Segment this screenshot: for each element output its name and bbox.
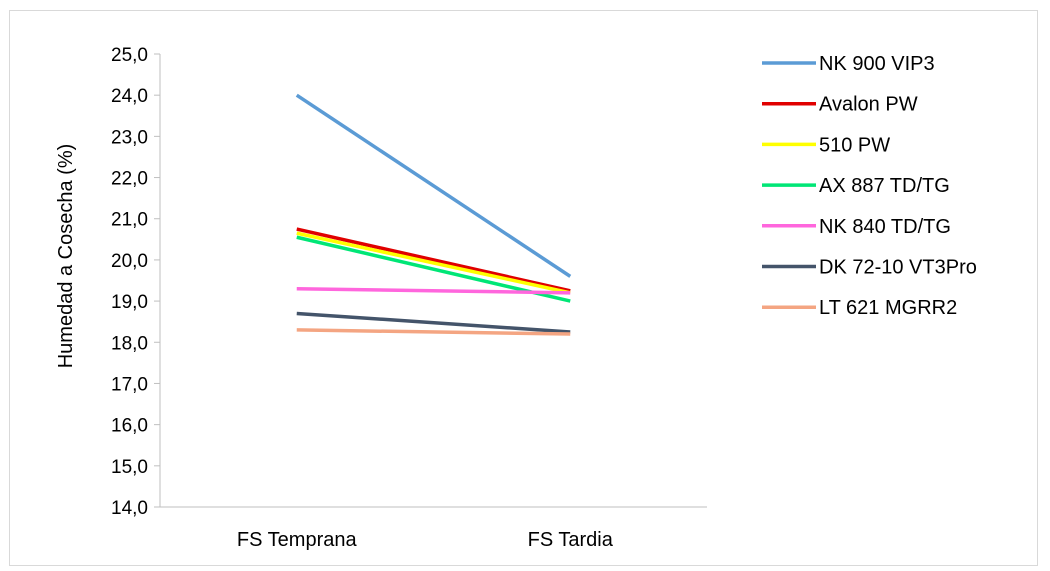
line-chart: 14,0 15,0 16,0 17,0 18,0 19,0 20,0 21,0 22,0 23,0… xyxy=(10,11,1037,565)
x-axis: FS Temprana FS Tardia xyxy=(160,507,707,551)
y-tick-label: 15,0 xyxy=(111,457,148,478)
series-line-1 xyxy=(297,229,571,291)
legend: NK 900 VIP3 Avalon PW 510 PW AX 887 TD/TG NK… xyxy=(762,53,977,319)
legend-label: DK 72-10 VT3Pro xyxy=(819,257,977,279)
y-tick-label: 23,0 xyxy=(111,127,148,148)
legend-label: NK 900 VIP3 xyxy=(819,53,935,75)
legend-label: AX 887 TD/TG xyxy=(819,175,950,197)
y-tick-label: 19,0 xyxy=(111,292,148,313)
y-tick-label: 16,0 xyxy=(111,416,148,437)
y-tick-label: 17,0 xyxy=(111,374,148,395)
y-axis-title: Humedad a Cosecha (%) xyxy=(55,144,77,369)
y-tick-label: 14,0 xyxy=(111,498,148,519)
series-lines xyxy=(297,95,571,334)
y-tick-label: 25,0 xyxy=(111,45,148,66)
legend-item: LT 621 MGRR2 xyxy=(762,297,957,319)
chart-frame: 14,0 15,0 16,0 17,0 18,0 19,0 20,0 21,0 22,0 23,0… xyxy=(9,10,1038,566)
x-tick-label: FS Temprana xyxy=(237,529,358,551)
legend-item: AX 887 TD/TG xyxy=(762,175,950,197)
x-tick-label: FS Tardia xyxy=(528,529,614,551)
legend-item: 510 PW xyxy=(762,134,890,156)
legend-item: NK 840 TD/TG xyxy=(762,216,951,238)
legend-label: 510 PW xyxy=(819,134,890,156)
series-line-4 xyxy=(297,289,571,293)
legend-label: Avalon PW xyxy=(819,94,918,116)
y-tick-label: 21,0 xyxy=(111,210,148,231)
series-line-0 xyxy=(297,95,571,276)
legend-item: NK 900 VIP3 xyxy=(762,53,935,75)
legend-item: DK 72-10 VT3Pro xyxy=(762,257,977,279)
series-line-2 xyxy=(297,233,571,293)
legend-item: Avalon PW xyxy=(762,94,918,116)
y-tick-label: 22,0 xyxy=(111,169,148,190)
y-tick-label: 20,0 xyxy=(111,251,148,272)
legend-label: NK 840 TD/TG xyxy=(819,216,951,238)
y-tick-label: 18,0 xyxy=(111,333,148,354)
y-axis: 14,0 15,0 16,0 17,0 18,0 19,0 20,0 21,0 22,0 23,0… xyxy=(111,45,160,519)
y-tick-label: 24,0 xyxy=(111,86,148,107)
legend-label: LT 621 MGRR2 xyxy=(819,297,957,319)
